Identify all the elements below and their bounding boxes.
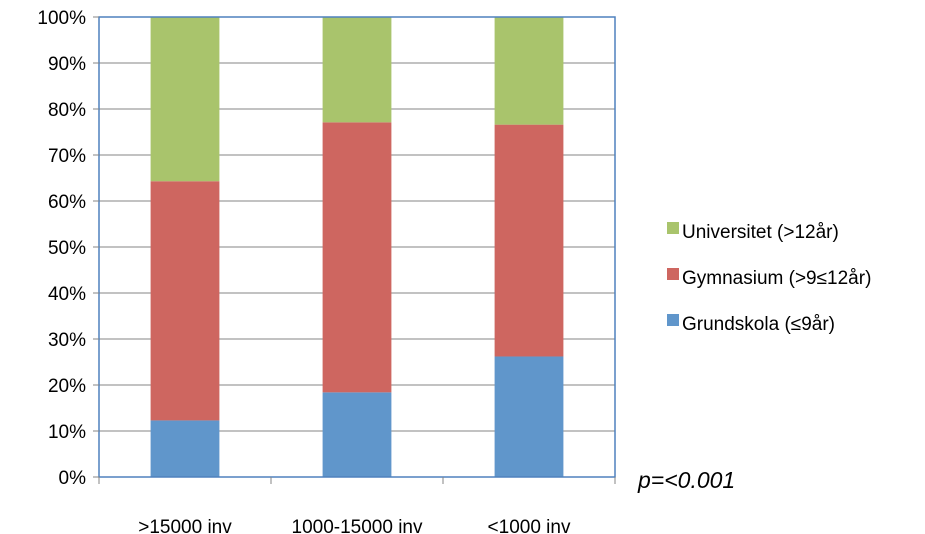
bar-segment bbox=[151, 181, 220, 420]
bar-segment bbox=[495, 17, 564, 125]
y-tick-label: 20% bbox=[48, 376, 86, 397]
legend-label: Gymnasium (>9≤12år) bbox=[682, 268, 871, 289]
legend-label: Grundskola (≤9år) bbox=[682, 314, 835, 335]
bar-segment bbox=[151, 17, 220, 181]
y-tick-label: 90% bbox=[48, 54, 86, 75]
bar-segment bbox=[323, 122, 392, 392]
legend-swatch bbox=[667, 314, 679, 326]
y-tick-label: 100% bbox=[37, 8, 86, 29]
bar-segment bbox=[323, 392, 392, 477]
y-tick-label: 40% bbox=[48, 284, 86, 305]
y-tick-label: 70% bbox=[48, 146, 86, 167]
bar-segment bbox=[323, 17, 392, 122]
y-tick-label: 50% bbox=[48, 238, 86, 259]
x-tick-label: >15000 inv bbox=[138, 517, 232, 534]
bars bbox=[151, 17, 564, 477]
legend-swatch bbox=[667, 268, 679, 280]
legend-swatch bbox=[667, 222, 679, 234]
bar-segment bbox=[495, 125, 564, 357]
y-tick-label: 60% bbox=[48, 192, 86, 213]
legend-label: Universitet (>12år) bbox=[682, 222, 839, 243]
y-tick-label: 30% bbox=[48, 330, 86, 351]
bar-segment bbox=[495, 356, 564, 477]
x-tick-label: 1000-15000 inv bbox=[292, 517, 423, 534]
x-tick-label: <1000 inv bbox=[488, 517, 571, 534]
y-axis-ticks: 0% 10% 20% 30% 40% 50% 60% 70% 80% 90% 100% bbox=[37, 8, 99, 489]
y-tick-label: 10% bbox=[48, 422, 86, 443]
y-tick-label: 80% bbox=[48, 100, 86, 121]
legend: Universitet (>12år) Gymnasium (>9≤12år) Gr… bbox=[667, 222, 871, 335]
p-value-annotation: p=<0.001 bbox=[637, 467, 735, 493]
y-tick-label: 0% bbox=[59, 468, 87, 489]
bar-segment bbox=[151, 420, 220, 477]
x-axis-ticks: >15000 inv 1000-15000 inv <1000 inv bbox=[99, 477, 615, 534]
